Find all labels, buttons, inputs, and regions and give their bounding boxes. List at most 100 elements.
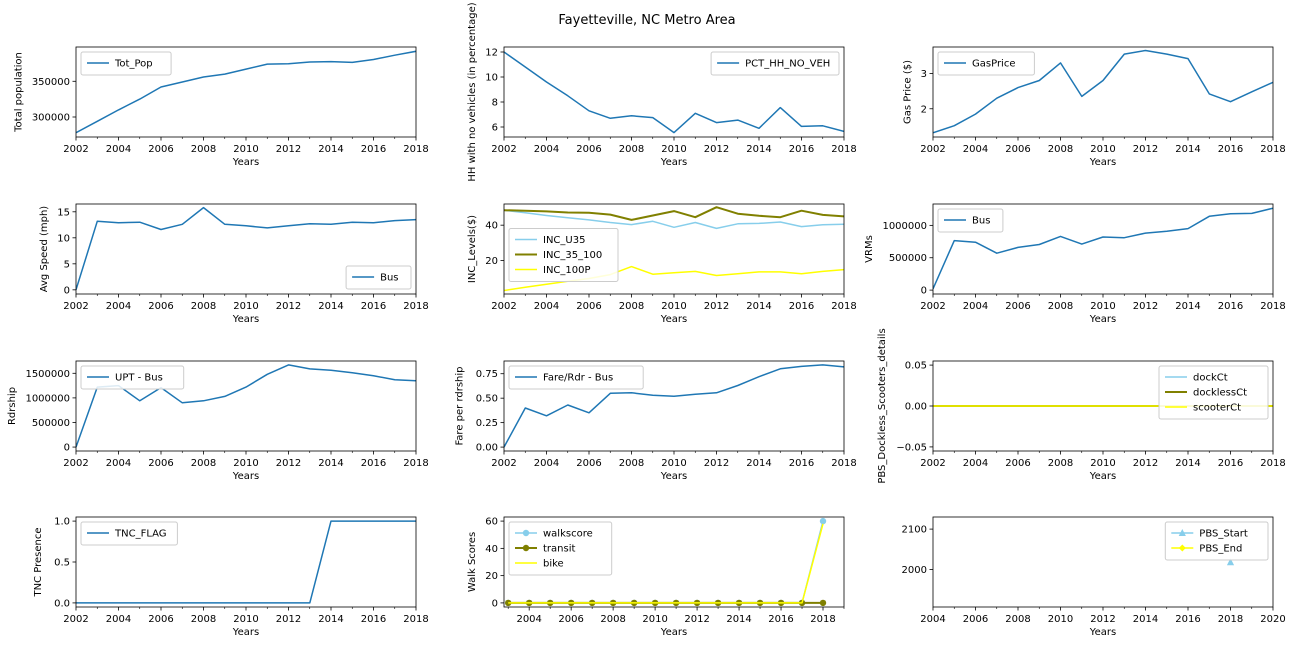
x-tick-label: 2002	[920, 301, 945, 312]
legend-label: INC_35_100	[543, 250, 602, 261]
legend-label: docklessCt	[1193, 388, 1247, 399]
plot-area	[933, 49, 1273, 134]
x-tick-label: 2016	[361, 144, 386, 155]
x-tick-label: 2004	[920, 614, 945, 625]
x-tick-label: 2012	[276, 614, 301, 625]
x-tick-label: 2006	[148, 144, 173, 155]
legend-box	[508, 365, 644, 390]
y-axis-label: TNC Presence	[33, 528, 44, 598]
y-axis-label: Total population	[14, 52, 25, 133]
legend-label: Tot_Pop	[114, 59, 153, 70]
x-tick-label: 2012	[704, 458, 729, 469]
x-tick-label: 2016	[361, 614, 386, 625]
x-tick-label: 2002	[63, 144, 88, 155]
x-tick-label: 2006	[576, 301, 601, 312]
y-tick-label: 0	[64, 443, 70, 454]
y-axis-label: PBS_Dockless_Scooters_details	[877, 328, 888, 483]
y-axis-label: Walk Scores	[467, 532, 478, 592]
x-tick-label: 2010	[1090, 301, 1115, 312]
plot-area	[76, 364, 416, 448]
x-tick-label: 2016	[1175, 614, 1200, 625]
x-tick-label: 2004	[534, 301, 559, 312]
y-tick-label: 15	[57, 207, 70, 218]
y-tick-label: 40	[485, 221, 498, 232]
y-axis-label: Fare per rdrship	[454, 366, 465, 445]
legend: Bus	[345, 265, 412, 290]
legend-marker	[522, 529, 530, 537]
data-point	[819, 517, 827, 525]
x-tick-label: 2008	[1048, 144, 1073, 155]
x-tick-label: 2014	[318, 458, 343, 469]
x-axis-label: Years	[232, 314, 259, 325]
legend: dockCt docklessCt scooterCt	[1158, 365, 1269, 420]
y-tick-label: 300000	[32, 113, 70, 124]
legend: PBS_Start PBS_End	[1164, 521, 1269, 561]
x-axis-label: Years	[660, 314, 687, 325]
x-tick-label: 2010	[642, 614, 667, 625]
series-line-upt-bus	[76, 364, 416, 448]
x-tick-label: 2018	[1218, 614, 1243, 625]
plot-area	[1226, 558, 1235, 566]
x-tick-label: 2016	[361, 458, 386, 469]
y-axis-label: VRMs	[864, 235, 875, 263]
x-tick-label: 2002	[491, 144, 516, 155]
series-line-bike	[508, 523, 824, 604]
plot-area	[504, 517, 827, 607]
x-tick-label: 2006	[148, 458, 173, 469]
x-tick-label: 2004	[106, 301, 131, 312]
x-tick-label: 2018	[403, 301, 428, 312]
chart-gas_price: 2002 2004 2006 2008 2010 2012 2014 2016 2018 2 3 Ye…	[903, 46, 1286, 168]
legend: UPT - Bus	[80, 365, 185, 390]
y-tick-label: 1000000	[25, 393, 70, 404]
x-tick-label: 2010	[233, 144, 258, 155]
chart-walk_scores: 2004 2006 2008 2010 2012 2014 2016 2018 0 20 40 60 Y…	[467, 517, 845, 638]
y-tick-label: 2	[921, 104, 927, 115]
y-axis-label: Avg Speed (mph)	[39, 206, 50, 293]
x-tick-label: 2014	[318, 614, 343, 625]
x-axis-label: Years	[660, 471, 687, 482]
legend: Bus	[937, 208, 1004, 233]
y-tick-label: 0	[492, 598, 498, 609]
x-tick-label: 2016	[1218, 144, 1243, 155]
x-tick-label: 2008	[1048, 301, 1073, 312]
figure-title: Fayetteville, NC Metro Area	[558, 13, 735, 28]
plot-area	[933, 207, 1273, 290]
legend: TNC_FLAG	[80, 521, 178, 546]
x-axis-label: Years	[232, 627, 259, 638]
x-tick-label: 2002	[491, 301, 516, 312]
legend-label: transit	[543, 544, 575, 555]
y-tick-label: −0.05	[896, 442, 927, 453]
legend-label: scooterCt	[1193, 403, 1241, 414]
x-tick-label: 2006	[148, 614, 173, 625]
x-tick-label: 2004	[963, 144, 988, 155]
x-tick-label: 2012	[704, 301, 729, 312]
x-axis-label: Years	[1089, 157, 1116, 168]
y-tick-label: 20	[485, 571, 498, 582]
y-tick-label: 0.00	[905, 402, 927, 413]
legend-label: GasPrice	[972, 59, 1015, 70]
x-tick-label: 2014	[1175, 458, 1200, 469]
y-tick-label: 0.0	[54, 598, 70, 609]
x-tick-label: 2004	[106, 144, 131, 155]
y-tick-label: 1.0	[54, 517, 70, 528]
x-axis-label: Years	[232, 157, 259, 168]
x-tick-label: 2014	[726, 614, 751, 625]
x-tick-label: 2006	[963, 614, 988, 625]
series-line-pct-hh-no-veh	[504, 51, 844, 134]
x-tick-label: 2020	[1260, 614, 1285, 625]
x-tick-label: 2002	[63, 458, 88, 469]
legend-box	[508, 228, 619, 282]
x-axis-label: Years	[1089, 471, 1116, 482]
x-tick-label: 2014	[746, 458, 771, 469]
y-axis-label: Gas Price ($)	[903, 60, 914, 124]
x-tick-label: 2016	[789, 301, 814, 312]
x-axis-label: Years	[1089, 314, 1116, 325]
data-point	[504, 599, 512, 607]
chart-fare_rdr: 2002 2004 2006 2008 2010 2012 2014 2016 2018 0.00…	[454, 360, 857, 482]
x-tick-label: 2014	[1175, 301, 1200, 312]
x-tick-label: 2018	[403, 614, 428, 625]
y-tick-label: 1000000	[882, 221, 927, 232]
y-tick-label: 0.5	[54, 558, 70, 569]
plot-area	[76, 50, 416, 134]
x-tick-label: 2012	[684, 614, 709, 625]
